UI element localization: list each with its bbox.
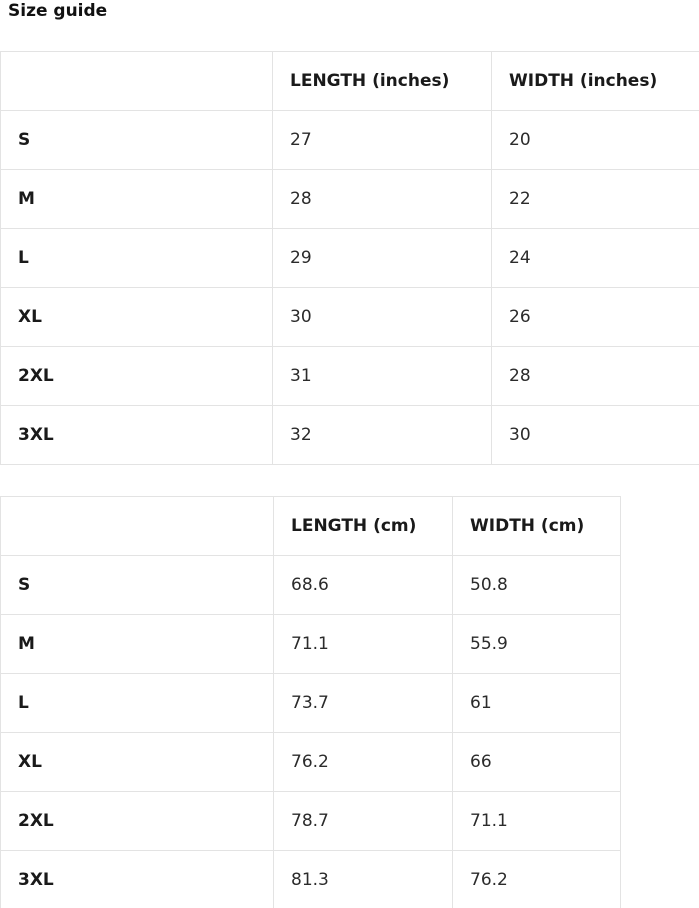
size-label: 2XL xyxy=(0,346,273,406)
length-value: 76.2 xyxy=(273,732,453,792)
size-table-inches: LENGTH (inches) WIDTH (inches) S 27 20 M… xyxy=(0,51,699,465)
length-inches-column-header: LENGTH (inches) xyxy=(272,51,492,111)
width-value: 55.9 xyxy=(452,614,621,674)
table-row-l: L 73.7 61 xyxy=(0,673,621,733)
size-label: M xyxy=(0,169,273,229)
table-header-row: LENGTH (inches) WIDTH (inches) xyxy=(0,51,699,111)
length-value: 71.1 xyxy=(273,614,453,674)
size-label: 2XL xyxy=(0,791,274,851)
width-value: 30 xyxy=(491,405,699,465)
table-row-xl: XL 76.2 66 xyxy=(0,732,621,792)
width-value: 71.1 xyxy=(452,791,621,851)
size-label: S xyxy=(0,555,274,615)
size-column-header xyxy=(0,51,273,111)
table-row-3xl: 3XL 32 30 xyxy=(0,405,699,465)
table-row-m: M 71.1 55.9 xyxy=(0,614,621,674)
width-value: 22 xyxy=(491,169,699,229)
width-cm-column-header: WIDTH (cm) xyxy=(452,496,621,556)
length-value: 30 xyxy=(272,287,492,347)
length-value: 81.3 xyxy=(273,850,453,908)
table-row-3xl: 3XL 81.3 76.2 xyxy=(0,850,621,908)
length-value: 73.7 xyxy=(273,673,453,733)
table-row-l: L 29 24 xyxy=(0,228,699,288)
width-value: 76.2 xyxy=(452,850,621,908)
length-cm-column-header: LENGTH (cm) xyxy=(273,496,453,556)
length-value: 28 xyxy=(272,169,492,229)
table-header-row: LENGTH (cm) WIDTH (cm) xyxy=(0,496,621,556)
length-value: 32 xyxy=(272,405,492,465)
length-value: 68.6 xyxy=(273,555,453,615)
width-inches-column-header: WIDTH (inches) xyxy=(491,51,699,111)
length-value: 29 xyxy=(272,228,492,288)
size-label: L xyxy=(0,673,274,733)
size-label: M xyxy=(0,614,274,674)
size-label: S xyxy=(0,110,273,170)
width-value: 66 xyxy=(452,732,621,792)
table-row-2xl: 2XL 78.7 71.1 xyxy=(0,791,621,851)
table-row-m: M 28 22 xyxy=(0,169,699,229)
width-value: 61 xyxy=(452,673,621,733)
length-value: 78.7 xyxy=(273,791,453,851)
size-table-cm: LENGTH (cm) WIDTH (cm) S 68.6 50.8 M 71.… xyxy=(0,496,621,908)
size-label: 3XL xyxy=(0,850,274,908)
size-column-header xyxy=(0,496,274,556)
size-label: 3XL xyxy=(0,405,273,465)
table-row-s: S 27 20 xyxy=(0,110,699,170)
table-row-s: S 68.6 50.8 xyxy=(0,555,621,615)
size-label: XL xyxy=(0,732,274,792)
width-value: 28 xyxy=(491,346,699,406)
length-value: 31 xyxy=(272,346,492,406)
size-label: L xyxy=(0,228,273,288)
page-title: Size guide xyxy=(8,1,108,21)
length-value: 27 xyxy=(272,110,492,170)
width-value: 24 xyxy=(491,228,699,288)
size-label: XL xyxy=(0,287,273,347)
width-value: 26 xyxy=(491,287,699,347)
table-row-xl: XL 30 26 xyxy=(0,287,699,347)
width-value: 20 xyxy=(491,110,699,170)
table-row-2xl: 2XL 31 28 xyxy=(0,346,699,406)
width-value: 50.8 xyxy=(452,555,621,615)
